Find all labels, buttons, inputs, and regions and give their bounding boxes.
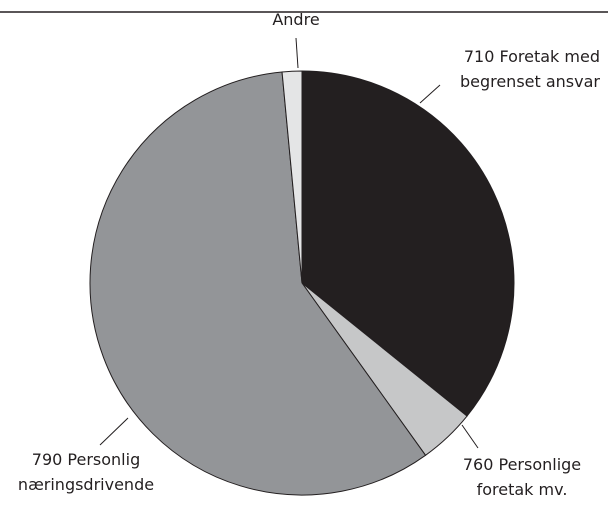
slice-label: 760 Personlige [463,455,581,474]
pie-slice [89,71,427,496]
slice-label: begrenset ansvar [460,72,600,91]
pie-slice [281,70,303,284]
leader-line [461,424,479,449]
slice-label: foretak mv. [477,480,568,499]
slice-label: Andre [272,10,319,29]
leader-line [419,84,441,104]
leader-line [295,37,299,69]
slice-label: næringsdrivende [18,475,154,494]
pie-slice [301,70,515,417]
leader-line [99,417,129,446]
slice-label: 790 Personlig [32,450,140,469]
slice-label: 710 Foretak med [464,47,600,66]
